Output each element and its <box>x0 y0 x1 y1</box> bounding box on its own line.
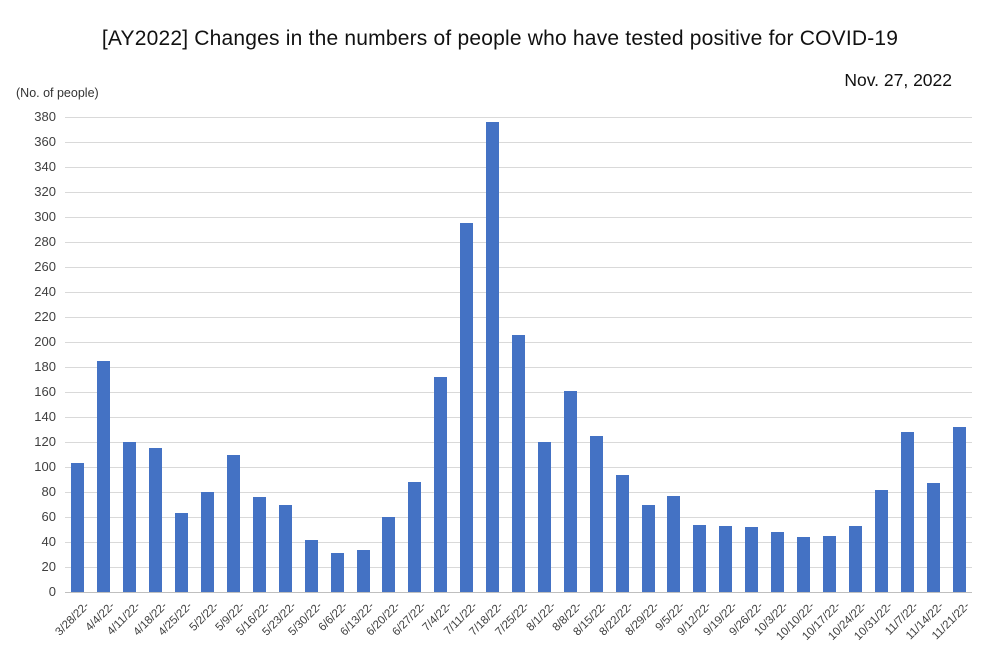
bar <box>874 489 888 592</box>
bar <box>512 334 525 592</box>
y-tick-label: 360 <box>34 134 56 149</box>
bar <box>822 535 836 592</box>
bar <box>434 377 448 592</box>
bar <box>408 482 422 592</box>
y-tick-label: 140 <box>34 409 56 424</box>
bar <box>97 360 111 592</box>
bar <box>123 442 137 592</box>
gridline <box>65 241 972 243</box>
gridline <box>65 266 972 268</box>
bar <box>330 553 344 592</box>
y-tick-label: 0 <box>48 584 56 599</box>
y-tick-label: 200 <box>34 334 56 349</box>
bar <box>589 435 603 592</box>
y-tick-label: 180 <box>34 359 56 374</box>
x-axis-line <box>65 591 972 593</box>
gridline <box>65 191 972 193</box>
bar <box>926 483 940 592</box>
y-tick-label: 120 <box>34 434 56 449</box>
gridline <box>65 291 972 293</box>
gridline <box>65 116 972 118</box>
y-tick-label: 40 <box>41 534 56 549</box>
bar <box>719 525 733 592</box>
bar <box>226 454 240 592</box>
bar <box>693 524 707 592</box>
gridline <box>65 141 972 143</box>
bar <box>848 525 862 592</box>
gridline <box>65 216 972 218</box>
y-tick-label: 100 <box>34 459 56 474</box>
bar <box>563 390 577 592</box>
chart-date: Nov. 27, 2022 <box>844 70 952 90</box>
bar <box>900 432 914 592</box>
bar <box>537 442 551 592</box>
bar <box>460 223 474 592</box>
y-tick-label: 300 <box>34 209 56 224</box>
bar <box>304 539 318 592</box>
bar <box>641 504 655 592</box>
bar <box>952 427 966 592</box>
bar <box>149 448 163 592</box>
y-tick-label: 80 <box>41 484 56 499</box>
y-axis-unit-label: (No. of people) <box>16 86 99 100</box>
y-tick-label: 60 <box>41 509 56 524</box>
bar <box>486 122 500 592</box>
bar <box>175 513 189 592</box>
bar <box>615 474 629 592</box>
chart-title: [AY2022] Changes in the numbers of peopl… <box>101 27 899 50</box>
bar <box>71 463 85 592</box>
y-tick-label: 280 <box>34 234 56 249</box>
y-tick-label: 340 <box>34 159 56 174</box>
y-tick-label: 240 <box>34 284 56 299</box>
y-tick-label: 160 <box>34 384 56 399</box>
y-tick-label: 320 <box>34 184 56 199</box>
gridline <box>65 316 972 318</box>
bar <box>382 517 396 592</box>
bar <box>278 504 292 592</box>
y-tick-label: 380 <box>34 109 56 124</box>
y-tick-label: 260 <box>34 259 56 274</box>
bar <box>667 495 681 592</box>
bar <box>201 492 215 592</box>
y-tick-label: 220 <box>34 309 56 324</box>
bar <box>745 527 759 592</box>
x-tick-label: 3/28/22- <box>53 600 92 639</box>
bar <box>356 549 370 592</box>
gridline <box>65 166 972 168</box>
bar <box>252 497 266 592</box>
y-tick-label: 20 <box>41 559 56 574</box>
bar <box>797 537 811 592</box>
bar <box>771 532 785 592</box>
